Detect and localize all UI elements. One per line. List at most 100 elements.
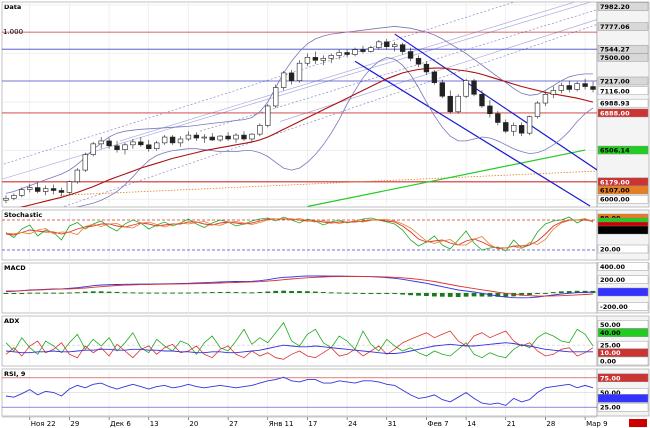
macd-histogram-bar: [27, 292, 33, 294]
candle-body: [27, 187, 33, 190]
macd-tag-bg: [597, 262, 649, 271]
macd-histogram-bar: [360, 293, 366, 294]
panel-title-stoch: Stochastic: [4, 211, 42, 219]
price-tag-bg: [597, 22, 649, 31]
macd-histogram-bar: [424, 293, 429, 296]
rsi-line: [5, 376, 594, 406]
candle-body: [177, 138, 184, 144]
x-tick-label: 28: [546, 420, 555, 428]
candle-body: [455, 95, 461, 113]
candle-body: [193, 134, 200, 139]
candle-body: [526, 116, 533, 134]
price-tag-bg: [597, 145, 649, 155]
candle-body: [130, 141, 136, 146]
channel-upper: [394, 33, 597, 171]
candle-body: [431, 71, 438, 83]
candle-body: [463, 80, 469, 97]
candle-body: [3, 197, 9, 201]
x-tick-label: Ноя 22: [31, 420, 56, 428]
candle-body: [399, 44, 406, 52]
stoch-tag-bg: [597, 244, 649, 254]
rsi-tag-bg: [597, 394, 649, 403]
macd-histogram-bar: [35, 292, 41, 294]
macd-histogram-bar: [463, 293, 469, 297]
adx-tag: 0.00: [600, 358, 617, 366]
rsi-tag: 50.00: [600, 389, 621, 397]
candle-body: [296, 62, 303, 81]
price-tag: 6888.00: [600, 109, 630, 117]
macd-histogram-bar: [400, 293, 406, 295]
candle-body: [288, 72, 295, 81]
candle-body: [392, 44, 398, 47]
fib-ratio-label: 1.000: [3, 28, 23, 36]
candle-body: [114, 145, 120, 150]
macd-histogram-bar: [503, 293, 509, 297]
macd-histogram-bar: [170, 292, 175, 294]
price-tag: 7500.00: [600, 54, 630, 62]
candle-body: [566, 85, 572, 90]
adx-tag-bg: [597, 328, 649, 337]
macd-histogram-bar: [305, 291, 310, 293]
rsi-tag-bg: [597, 373, 649, 383]
candle-body: [58, 190, 65, 193]
adx-minus-di: [5, 330, 594, 360]
fan-line: [279, 19, 597, 122]
macd-histogram-bar: [201, 292, 207, 294]
x-tick-label: 29: [70, 420, 79, 428]
rsi-group: [2, 376, 597, 408]
candle-body: [550, 90, 557, 95]
price-tag-bg: [597, 53, 649, 62]
fan-line: [2, 2, 592, 180]
price-tag: 6179.00: [600, 178, 630, 186]
macd-histogram-bar: [59, 292, 64, 294]
candle-body: [122, 144, 128, 150]
rsi-tag: 75.00: [600, 374, 621, 382]
macd-histogram-bar: [162, 292, 168, 294]
candle-body: [106, 140, 112, 147]
panel-stoch: [1, 209, 598, 261]
x-tick-label: 17: [308, 420, 317, 428]
macd-histogram-bar: [447, 293, 453, 297]
rsi-tag: 25.00: [600, 404, 621, 412]
macd-histogram-bar: [408, 293, 413, 296]
macd-histogram-bar: [178, 292, 183, 294]
candle-body: [233, 134, 239, 140]
macd-histogram-bar: [265, 291, 271, 293]
x-tick-label: 27: [229, 420, 238, 428]
adx-tag: 10.00: [600, 349, 621, 357]
candle-body: [249, 133, 255, 140]
macd-histogram-bar: [535, 293, 540, 294]
candle-body: [42, 188, 49, 192]
macd-histogram-bar: [249, 292, 255, 294]
macd-histogram-bar: [336, 292, 342, 294]
fan-line: [61, 24, 597, 207]
candle-body: [312, 57, 319, 61]
price-tag-bg: [597, 2, 649, 11]
price-tag-bg: [597, 177, 649, 187]
adx-tag: 25.00: [600, 342, 621, 350]
macd-histogram-bar: [138, 292, 144, 294]
macd-histogram-bar: [98, 291, 104, 293]
candle-body: [376, 41, 382, 48]
candle-body: [35, 187, 41, 192]
candle-body: [201, 136, 207, 139]
orange-trend: [59, 170, 597, 196]
candle-body: [574, 83, 580, 90]
price-tag-bg: [597, 76, 649, 86]
macd-histogram-bar: [11, 293, 17, 294]
macd-histogram-bar: [416, 293, 421, 296]
macd-histogram-bar: [186, 292, 191, 294]
price-tag-bg: [597, 195, 649, 204]
candle-body: [225, 135, 231, 140]
macd-histogram-bar: [352, 292, 358, 294]
price-group: 1.000: [2, 2, 597, 207]
candle-body: [503, 122, 509, 132]
x-tick-label: 24: [348, 420, 357, 428]
candle-body: [169, 136, 176, 144]
price-tag: 7217.00: [600, 77, 630, 85]
candle-body: [336, 52, 342, 56]
macd-histogram-bar: [328, 292, 334, 294]
price-tag: 6506.14: [600, 147, 630, 155]
macd-histogram-bar: [257, 292, 263, 293]
